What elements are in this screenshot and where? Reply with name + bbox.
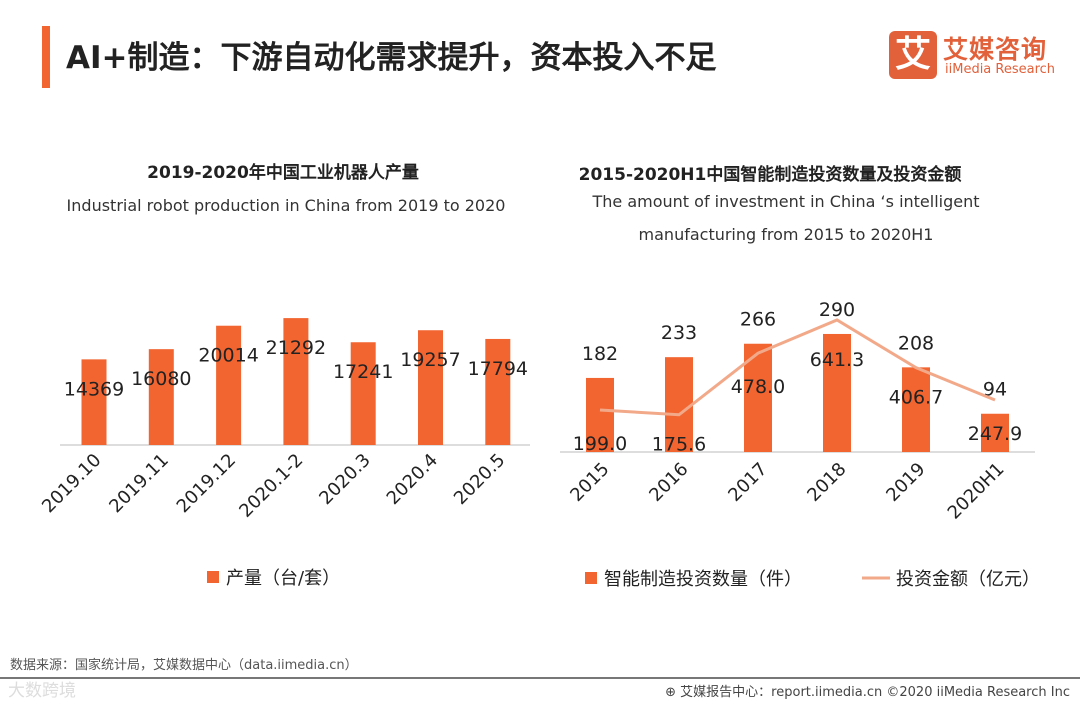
line-data-label: 478.0 xyxy=(731,376,785,398)
title-accent-bar xyxy=(42,26,50,88)
line-data-label: 641.3 xyxy=(810,349,864,371)
x-tick-label: 2020H1 xyxy=(944,459,1009,524)
bar-data-label: 290 xyxy=(819,299,855,321)
x-tick-label: 2019.10 xyxy=(38,450,105,517)
data-label: 16080 xyxy=(131,368,191,390)
bar xyxy=(485,338,511,445)
watermark: 大数跨境 xyxy=(8,681,76,701)
data-label: 20014 xyxy=(198,345,258,367)
bar xyxy=(81,359,107,445)
chart2-legend-bar-swatch xyxy=(585,572,597,584)
chart1-subtitle: Industrial robot production in China fro… xyxy=(67,196,506,215)
chart2-subtitle-1: The amount of investment in China ‘s int… xyxy=(591,192,979,211)
x-tick-label: 2017 xyxy=(724,459,771,506)
bar xyxy=(350,342,376,445)
bar-data-label: 233 xyxy=(661,322,697,344)
footer-divider xyxy=(0,677,1080,679)
chart1-plot: 14369 2019.10 16080 2019.11 20014 2019.12 2129… xyxy=(38,318,530,522)
chart1-legend-label: 产量（台/套） xyxy=(226,568,340,589)
logo-text-en: iiMedia Research xyxy=(945,62,1056,77)
charts: 2019-2020年中国工业机器人产量 Industrial robot pro… xyxy=(38,162,1040,590)
x-tick-label: 2020.1-2 xyxy=(235,450,307,522)
bar xyxy=(586,377,614,452)
data-label: 17241 xyxy=(333,361,393,383)
chart2-title: 2015-2020H1中国智能制造投资数量及投资金额 xyxy=(579,164,962,185)
line-data-label: 199.0 xyxy=(573,433,627,455)
x-tick-label: 2015 xyxy=(566,459,613,506)
logo-text-cn: 艾媒咨询 xyxy=(943,35,1048,64)
page-title: AI+制造：下游自动化需求提升，资本投入不足 xyxy=(66,40,717,76)
data-label: 14369 xyxy=(64,378,124,400)
chart2-legend-bar-label: 智能制造投资数量（件） xyxy=(604,569,802,590)
line-data-label: 247.9 xyxy=(968,423,1022,445)
line-data-label: 175.6 xyxy=(652,434,706,456)
bar xyxy=(902,367,930,452)
data-label: 21292 xyxy=(266,337,326,359)
x-tick-label: 2016 xyxy=(645,459,692,506)
footer-report: ⊕ 艾媒报告中心：report.iimedia.cn ©2020 iiMedia… xyxy=(665,685,1070,700)
data-label: 17794 xyxy=(468,358,528,380)
bar xyxy=(148,349,174,445)
bar xyxy=(981,413,1009,452)
chart1-title: 2019-2020年中国工业机器人产量 xyxy=(147,162,419,183)
chart2-legend-line-label: 投资金额（亿元） xyxy=(896,569,1040,590)
x-tick-label: 2020.4 xyxy=(383,450,442,509)
x-tick-label: 2018 xyxy=(803,459,850,506)
x-tick-label: 2019.12 xyxy=(173,450,240,517)
x-tick-label: 2020.3 xyxy=(315,450,374,509)
bar-data-label: 94 xyxy=(983,379,1007,401)
data-label: 19257 xyxy=(400,349,460,371)
bar-data-label: 266 xyxy=(740,309,776,331)
bar-data-label: 182 xyxy=(582,343,618,365)
bar xyxy=(283,318,309,445)
chart2-subtitle-2: manufacturing from 2015 to 2020H1 xyxy=(639,225,934,244)
logo-icon: 艾 xyxy=(889,31,937,79)
data-source: 数据来源：国家统计局，艾媒数据中心（data.iimedia.cn） xyxy=(10,658,358,673)
amount-line xyxy=(599,318,996,417)
bar-data-label: 208 xyxy=(898,332,934,354)
bar xyxy=(418,330,443,445)
x-tick-label: 2019 xyxy=(882,459,929,506)
line-data-label: 406.7 xyxy=(889,387,943,409)
x-tick-label: 2020.5 xyxy=(450,450,509,509)
x-tick-label: 2019.11 xyxy=(105,450,172,517)
bar xyxy=(216,325,242,445)
chart2-plot: 182 2015 233 2016 266 2017 290 2018 208 2019 94 202… xyxy=(560,299,1035,524)
chart1-legend-swatch xyxy=(207,571,219,583)
bar xyxy=(823,333,851,452)
bar xyxy=(665,357,693,452)
